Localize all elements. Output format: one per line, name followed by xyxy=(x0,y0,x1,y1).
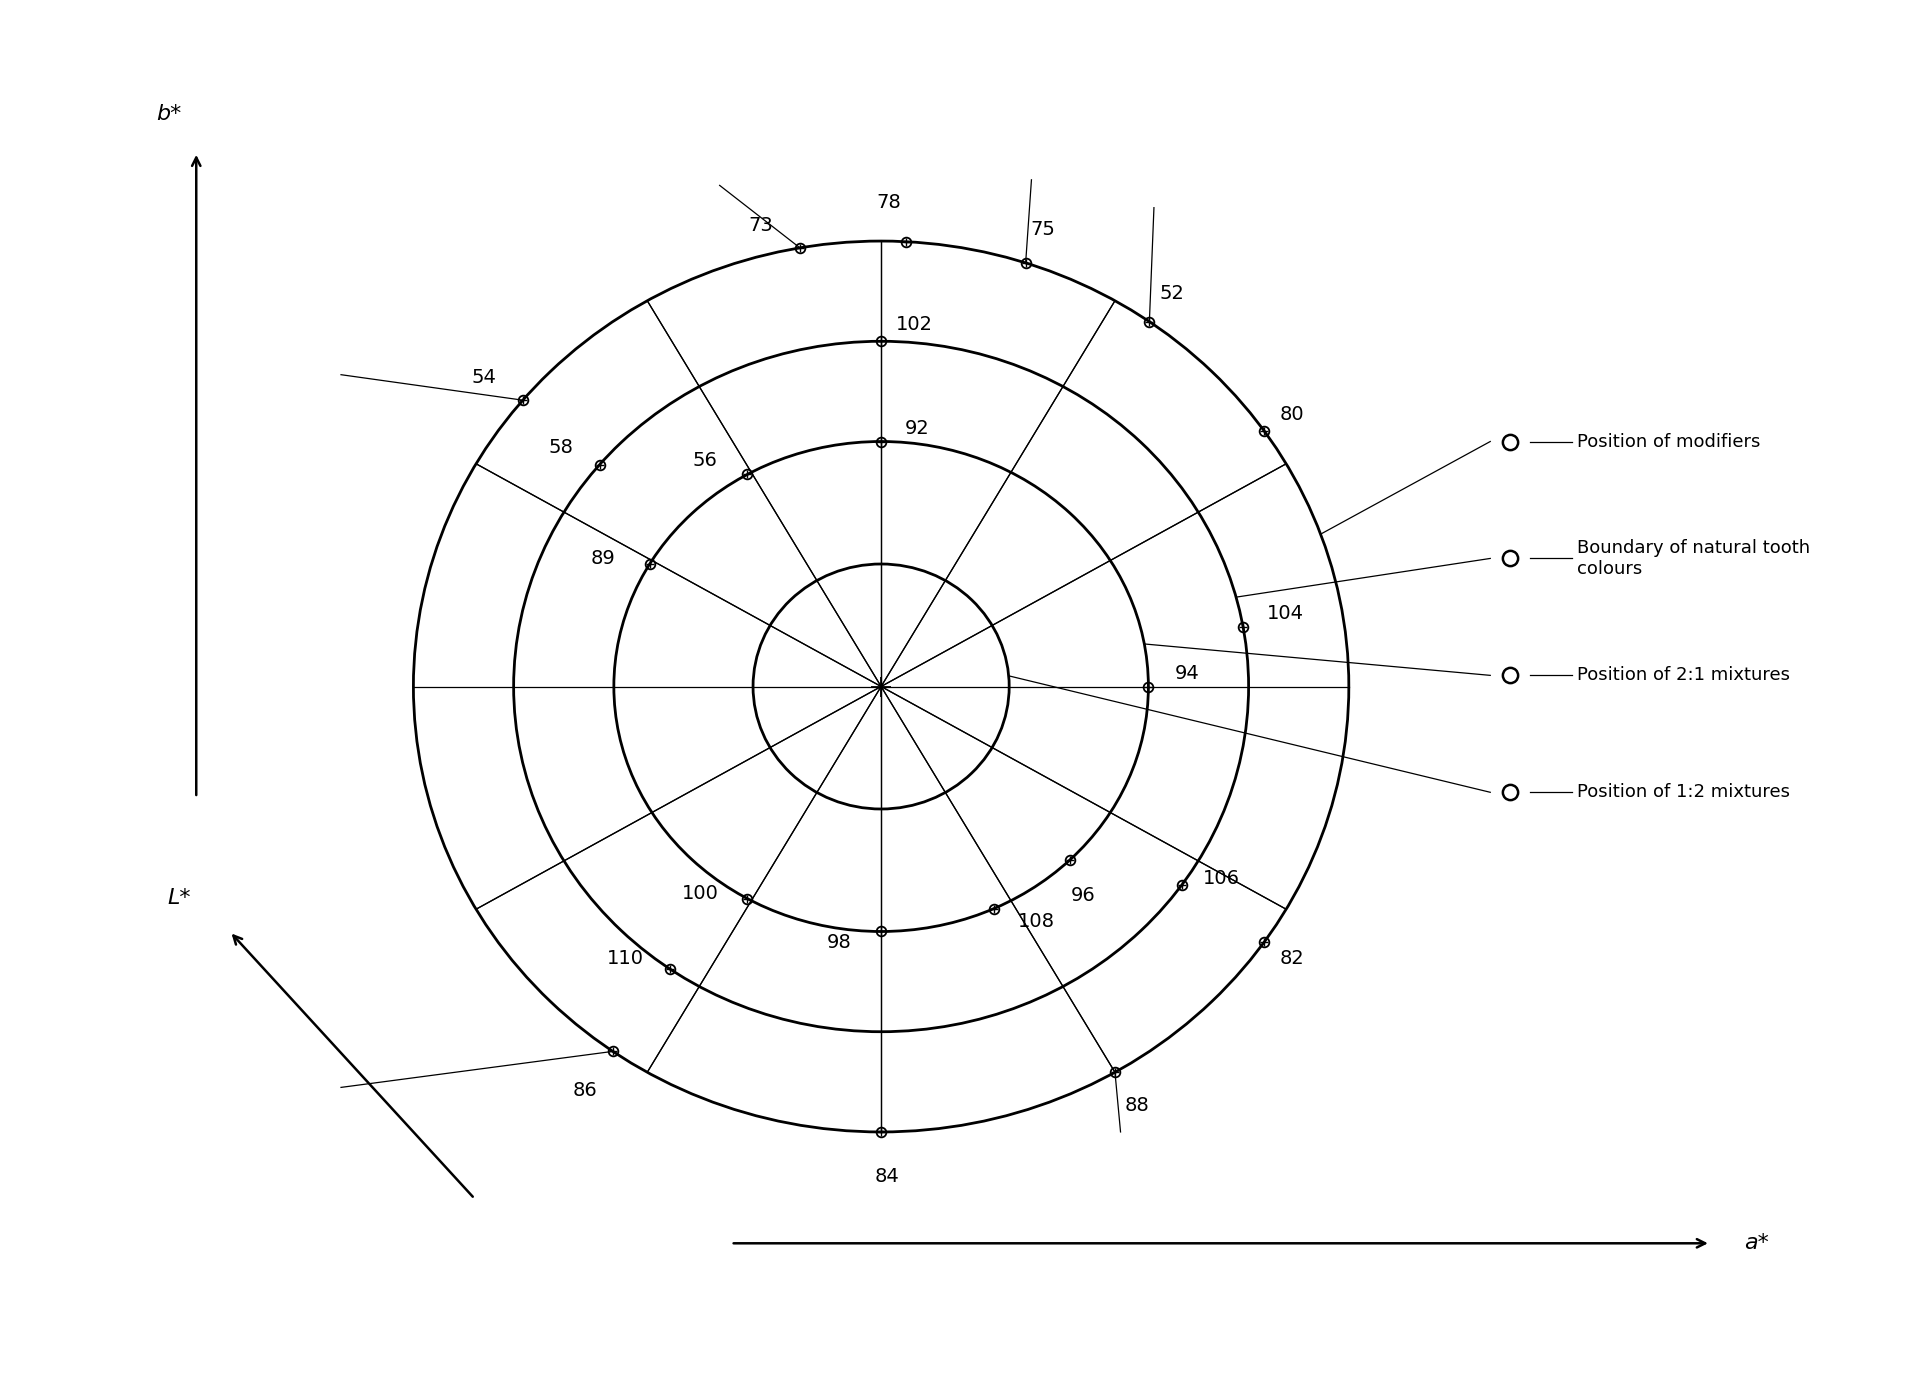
Text: Position of 1:2 mixtures: Position of 1:2 mixtures xyxy=(1577,783,1791,802)
Text: 102: 102 xyxy=(896,314,933,334)
Text: L*: L* xyxy=(168,888,191,908)
Text: 54: 54 xyxy=(471,368,496,387)
Text: 82: 82 xyxy=(1280,949,1304,968)
Text: Boundary of natural tooth
colours: Boundary of natural tooth colours xyxy=(1577,540,1810,578)
Text: Position of modifiers: Position of modifiers xyxy=(1577,432,1760,450)
Text: 104: 104 xyxy=(1266,604,1304,623)
Text: 106: 106 xyxy=(1203,869,1240,888)
Text: 110: 110 xyxy=(606,949,645,968)
Text: 98: 98 xyxy=(826,934,851,951)
Text: 94: 94 xyxy=(1175,663,1200,682)
Text: 80: 80 xyxy=(1280,405,1304,424)
Text: 108: 108 xyxy=(1018,913,1055,931)
Text: 89: 89 xyxy=(591,549,616,568)
Text: 73: 73 xyxy=(749,216,774,235)
Text: 52: 52 xyxy=(1159,284,1184,303)
Text: 92: 92 xyxy=(904,419,929,438)
Text: 88: 88 xyxy=(1125,1096,1150,1115)
Text: 58: 58 xyxy=(547,438,574,457)
Text: Position of 2:1 mixtures: Position of 2:1 mixtures xyxy=(1577,666,1791,684)
Text: 86: 86 xyxy=(572,1081,597,1100)
Text: 78: 78 xyxy=(877,194,902,213)
Text: 96: 96 xyxy=(1072,886,1097,905)
Text: a*: a* xyxy=(1745,1233,1770,1254)
Text: 75: 75 xyxy=(1030,220,1055,239)
Text: b*: b* xyxy=(156,104,181,124)
Text: 100: 100 xyxy=(683,884,719,902)
Text: 84: 84 xyxy=(873,1167,898,1186)
Text: 56: 56 xyxy=(692,452,717,471)
